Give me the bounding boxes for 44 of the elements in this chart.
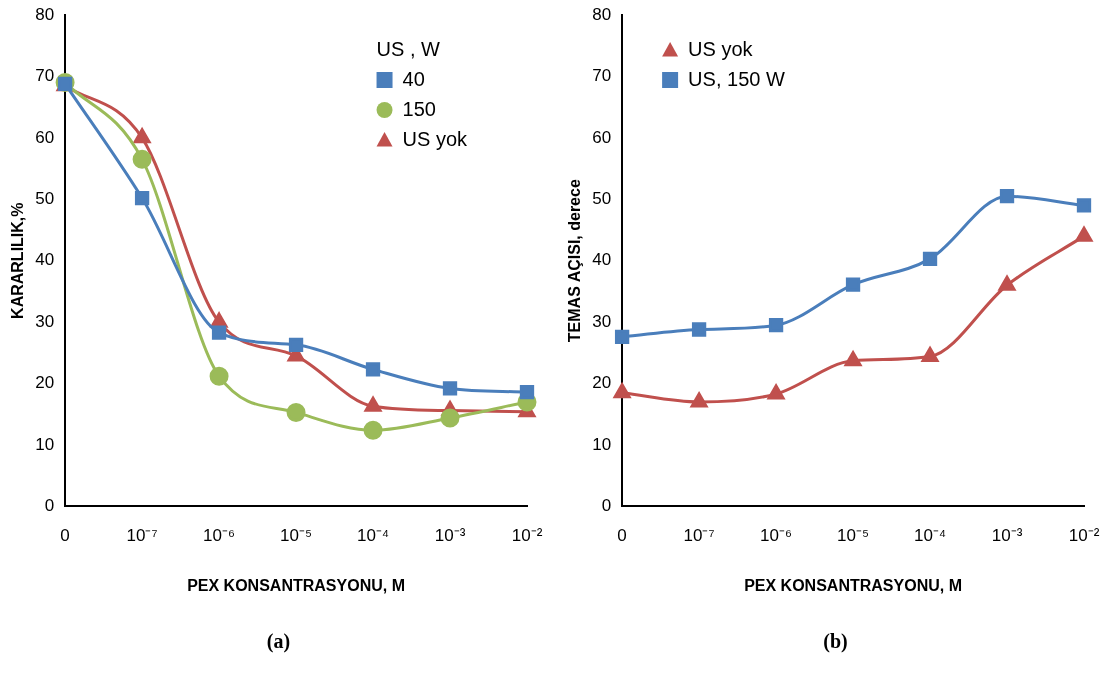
y-tick-label: 30: [35, 311, 55, 331]
y-tick-label: 70: [592, 66, 612, 86]
text: (a): [265, 630, 292, 653]
legend-label: US yok: [402, 127, 468, 150]
x-tick-label: 10⁻²: [511, 526, 543, 546]
y-tick-label: 80: [592, 4, 612, 24]
y-tick-label: 40: [592, 250, 612, 270]
y-tick-label: 40: [35, 250, 55, 270]
y-tick-label: 0: [44, 496, 55, 516]
x-tick-label: 10⁻⁵: [280, 526, 313, 546]
x-tick-label: 10⁻²: [1068, 526, 1100, 546]
x-tick-label: 0: [60, 526, 70, 546]
y-tick-label: 60: [592, 127, 612, 147]
text: (b): [822, 630, 849, 653]
legend-label: US yok: [688, 37, 754, 60]
x-tick-label: 10⁻⁴: [913, 526, 947, 546]
y-tick-label: 30: [592, 311, 612, 331]
y-tick-label: 0: [601, 496, 612, 516]
x-tick-label: 10⁻⁶: [203, 526, 236, 546]
y-tick-label: 20: [35, 373, 55, 393]
x-tick-label: 10⁻³: [434, 526, 466, 546]
x-axis-title: PEX KONSANTRASYONU, M: [744, 576, 962, 594]
y-tick-label: 60: [35, 127, 55, 147]
legend-label: US, 150 W: [688, 67, 785, 90]
y-tick-label: 50: [592, 188, 612, 208]
x-tick-label: 10⁻⁷: [126, 526, 158, 546]
x-tick-label: 10⁻⁴: [356, 526, 390, 546]
x-tick-label: 10⁻³: [991, 526, 1023, 546]
y-tick-label: 20: [592, 373, 612, 393]
x-tick-label: 10⁻⁷: [683, 526, 715, 546]
y-tick-label: 50: [35, 188, 55, 208]
x-tick-label: 10⁻⁵: [837, 526, 870, 546]
y-axis-title: KARARLILIK,%: [9, 202, 27, 319]
legend-title: US , W: [376, 37, 440, 60]
x-tick-label: 0: [617, 526, 627, 546]
y-tick-label: 10: [592, 434, 612, 454]
x-tick-label: 10⁻⁶: [760, 526, 793, 546]
y-tick-label: 80: [35, 4, 55, 24]
y-tick-label: 10: [35, 434, 55, 454]
x-axis-title: PEX KONSANTRASYONU, M: [187, 576, 405, 594]
legend-label: 150: [402, 97, 436, 120]
y-tick-label: 70: [35, 66, 55, 86]
legend-label: 40: [402, 67, 425, 90]
y-axis-title: TEMAS AÇISI, derece: [566, 179, 584, 343]
